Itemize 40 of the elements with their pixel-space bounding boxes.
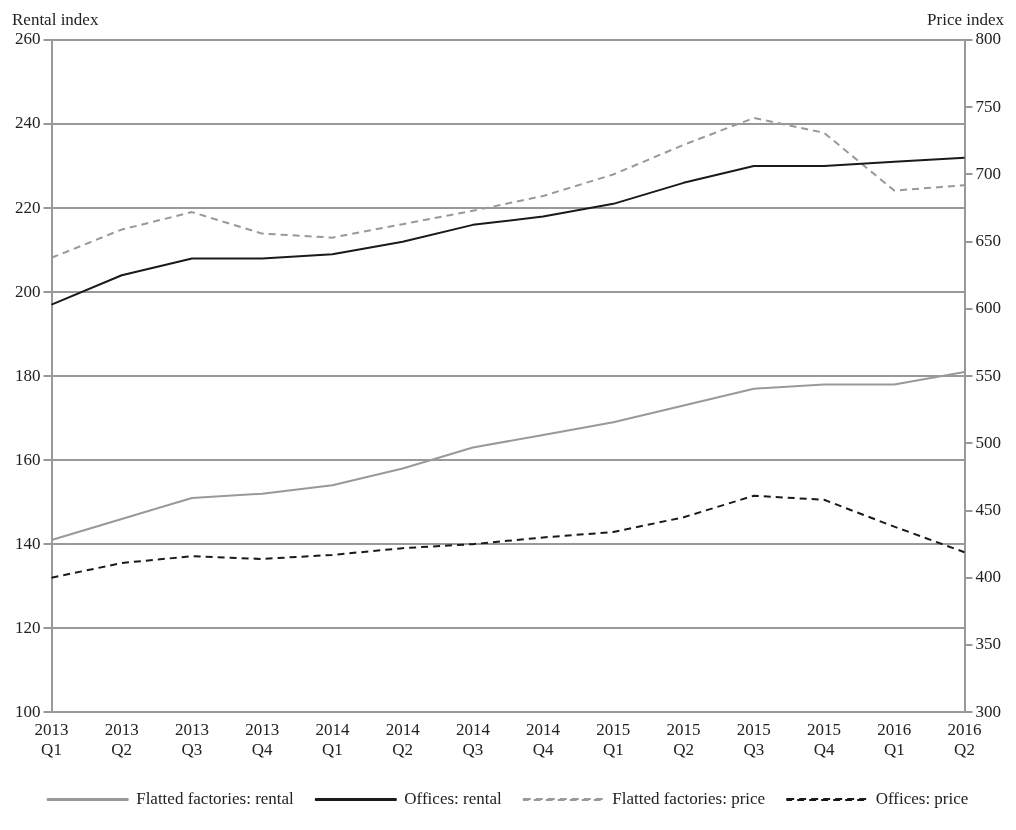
y-tick-label: 260 — [15, 29, 41, 49]
y-tick-label: 160 — [15, 449, 41, 469]
x-tick-label: 2014 Q2 — [385, 719, 421, 760]
x-tick-label: 2015 Q3 — [736, 719, 771, 760]
y-tick-label: 100 — [15, 701, 41, 721]
y2-tick-label: 800 — [975, 29, 1001, 49]
x-tick-label: 2015 Q1 — [596, 719, 631, 760]
y2-tick-label: 600 — [975, 298, 1001, 318]
y-tick-label: 200 — [15, 281, 41, 301]
legend-label: Offices: rental — [404, 788, 502, 808]
x-tick-label: 2014 Q4 — [526, 719, 561, 760]
y2-tick-label: 700 — [975, 163, 1001, 183]
y2-tick-label: 350 — [975, 634, 1001, 654]
y-tick-label: 120 — [15, 617, 41, 637]
legend-label: Flatted factories: rental — [136, 788, 295, 808]
x-tick-label: 2013 Q3 — [174, 719, 209, 760]
y2-tick-label: 300 — [975, 701, 1001, 721]
x-tick-label: 2016 Q1 — [877, 719, 912, 760]
legend-label: Flatted factories: price — [612, 788, 766, 808]
x-tick-label: 2015 Q2 — [666, 719, 701, 760]
y-tick-label: 220 — [15, 197, 41, 217]
y2-tick-label: 500 — [975, 432, 1001, 452]
y2-tick-label: 450 — [975, 500, 1001, 520]
y-tick-label: 140 — [15, 533, 41, 553]
x-tick-label: 2014 Q3 — [455, 719, 491, 760]
legend-label: Offices: price — [875, 788, 969, 808]
y-axis-title: Rental index — [12, 9, 99, 29]
x-tick-label: 2014 Q1 — [315, 719, 350, 760]
y2-tick-label: 550 — [975, 365, 1001, 385]
y-tick-label: 180 — [15, 365, 41, 385]
y2-tick-label: 650 — [975, 231, 1001, 251]
x-tick-label: 2013 Q1 — [34, 719, 69, 760]
x-tick-label: 2013 Q2 — [104, 719, 139, 760]
y-tick-label: 240 — [15, 113, 41, 133]
y2-axis-title: Price index — [927, 9, 1005, 29]
y2-tick-label: 400 — [975, 567, 1001, 587]
y2-tick-label: 750 — [975, 96, 1001, 116]
x-tick-label: 2016 Q2 — [947, 719, 982, 760]
x-tick-label: 2013 Q4 — [245, 719, 280, 760]
x-tick-label: 2015 Q4 — [807, 719, 842, 760]
